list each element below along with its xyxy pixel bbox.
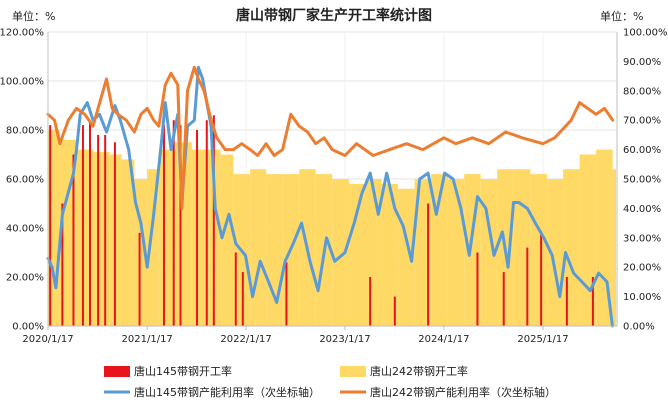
y-left-tick-label: 40.00% <box>6 224 44 235</box>
bar-145 <box>393 296 396 326</box>
bar-242 <box>175 142 192 326</box>
bar-145 <box>591 277 594 326</box>
bar-145 <box>285 262 288 326</box>
bar-145 <box>162 125 165 326</box>
bar-242 <box>596 149 613 326</box>
legend-swatch <box>340 366 366 377</box>
bar-242 <box>530 174 548 326</box>
bar-242 <box>612 169 616 326</box>
legend-label: 唐山242带钢产能利用率（次坐标轴） <box>370 385 556 399</box>
y-left-tick-label: 100.00% <box>0 77 44 88</box>
bar-145 <box>427 203 430 326</box>
bar-242 <box>414 179 432 326</box>
y-right-tick-label: 0.00% <box>623 322 655 333</box>
bar-242 <box>447 179 465 326</box>
bar-145 <box>205 120 208 326</box>
bar-145 <box>61 203 64 326</box>
bar-145 <box>179 125 182 326</box>
bar-242 <box>92 152 110 326</box>
x-tick-label: 2022/1/17 <box>220 334 271 345</box>
bar-242 <box>250 169 267 326</box>
line-242-utilization <box>46 65 615 210</box>
y-right-tick-label: 70.00% <box>623 116 661 127</box>
bar-145 <box>104 134 107 326</box>
y-left-tick-label: 120.00% <box>0 28 44 39</box>
x-tick-label: 2020/1/17 <box>22 334 73 345</box>
bar-145 <box>113 142 116 326</box>
series-145-bars <box>49 115 594 326</box>
bar-242 <box>220 154 234 326</box>
y-right-tick-label: 90.00% <box>623 57 661 68</box>
legend-label: 唐山242带钢开工率 <box>370 364 468 378</box>
y-right-tick-label: 20.00% <box>623 263 661 274</box>
bar-145 <box>196 130 199 326</box>
bar-145 <box>369 277 372 326</box>
y-right-tick-label: 10.00% <box>623 292 661 303</box>
bar-242 <box>48 130 60 326</box>
bar-145 <box>172 120 175 326</box>
bar-242 <box>147 169 159 326</box>
bar-145 <box>540 232 543 326</box>
bar-145 <box>476 252 479 326</box>
legend-swatch <box>104 366 130 377</box>
bar-145 <box>49 125 52 326</box>
bar-145 <box>88 120 91 326</box>
series-242-bars <box>48 130 616 326</box>
x-tick-label: 2025/1/17 <box>517 334 568 345</box>
bar-145 <box>72 154 75 326</box>
bar-242 <box>158 149 176 326</box>
y-left-tick-label: 0.00% <box>12 322 44 333</box>
bar-145 <box>565 277 568 326</box>
x-tick-label: 2021/1/17 <box>122 334 173 345</box>
y-left-tick-label: 20.00% <box>6 273 44 284</box>
y-left-tick-label: 80.00% <box>6 126 44 137</box>
y-right-tick-label: 60.00% <box>623 145 661 156</box>
y-left-tick-label: 60.00% <box>6 175 44 186</box>
bar-145 <box>97 134 100 326</box>
bar-242 <box>332 179 350 326</box>
axes: 0.00% 20.00% 40.00% 60.00% 80.00% 100.00% 120.… <box>0 28 668 346</box>
series-lines <box>46 65 615 328</box>
legend-label: 唐山145带钢产能利用率（次坐标轴） <box>134 385 320 399</box>
right-unit-label: 单位：% <box>600 9 643 23</box>
bar-145 <box>502 272 505 326</box>
bar-242 <box>563 169 580 326</box>
bar-242 <box>59 139 77 326</box>
bar-145 <box>81 125 84 326</box>
chart-title: 唐山带钢厂家生产开工率统计图 <box>236 7 432 24</box>
bar-145 <box>212 115 215 326</box>
bar-242 <box>480 179 498 326</box>
bar-145 <box>234 252 237 326</box>
bar-145 <box>241 272 244 326</box>
bar-242 <box>76 149 93 326</box>
bar-242 <box>365 179 382 326</box>
bar-242 <box>121 159 135 326</box>
bar-242 <box>266 174 283 326</box>
y-right-tick-label: 50.00% <box>623 175 661 186</box>
line-145-utilization <box>46 65 614 328</box>
bar-242 <box>349 183 366 326</box>
bar-145 <box>526 247 529 326</box>
bar-242 <box>381 183 399 326</box>
bar-145 <box>138 232 141 326</box>
x-tick-label: 2023/1/17 <box>319 334 370 345</box>
x-tick-label: 2024/1/17 <box>418 334 469 345</box>
left-unit-label: 单位：% <box>12 9 55 23</box>
legend-label: 唐山145带钢开工率 <box>134 364 232 378</box>
y-right-tick-label: 80.00% <box>623 86 661 97</box>
y-right-tick-label: 100.00% <box>623 28 668 39</box>
y-right-tick-label: 40.00% <box>623 204 661 215</box>
y-right-tick-label: 30.00% <box>623 233 661 244</box>
